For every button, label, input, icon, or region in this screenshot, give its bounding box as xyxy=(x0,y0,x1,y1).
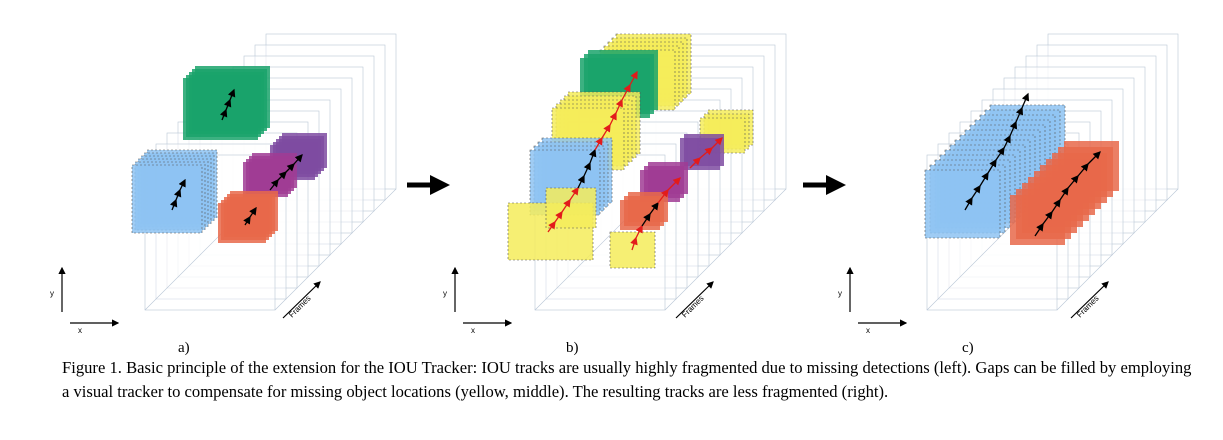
track-arrow xyxy=(173,188,182,201)
tracker-arrow xyxy=(630,236,638,251)
tracker-arrow xyxy=(629,70,638,86)
track-arrow xyxy=(1051,198,1061,213)
tracker-arrow xyxy=(657,188,669,204)
frames-axis-arrow xyxy=(1070,281,1109,319)
track-arrow xyxy=(979,171,989,187)
track-arrow xyxy=(987,158,997,174)
track-arrow xyxy=(243,215,251,226)
track-arrow xyxy=(277,171,287,181)
y-axis-label: y xyxy=(50,289,54,298)
track-arrow xyxy=(1009,120,1018,137)
tracker-arrow xyxy=(609,111,617,126)
panel-label-b: b) xyxy=(566,340,579,356)
frames-axis-label: Frames xyxy=(287,294,313,320)
track-arrow xyxy=(1003,134,1011,149)
frame-edge xyxy=(664,188,787,311)
panel-b: y x Frames xyxy=(443,33,787,335)
track-arrow xyxy=(1042,210,1053,225)
tracker-arrow xyxy=(699,147,713,159)
blue-box xyxy=(131,164,203,234)
track-arrow xyxy=(649,201,659,215)
tracker-arrow xyxy=(621,83,631,101)
yellow-box xyxy=(545,187,597,229)
track-arrow xyxy=(1059,186,1069,201)
track-arrow xyxy=(178,178,186,191)
figure-illustration: y x Frames y x Frames y x Frames xyxy=(50,33,1179,335)
tracker-arrow xyxy=(594,136,603,151)
orange-box xyxy=(620,200,660,230)
orange-box xyxy=(1010,195,1065,245)
y-axis-label: y xyxy=(838,289,842,298)
track-arrow xyxy=(641,212,651,227)
panel-label-a: a) xyxy=(178,340,190,356)
track-arrow xyxy=(995,146,1005,161)
tracker-arrow xyxy=(561,198,571,213)
frames-axis-arrow xyxy=(282,281,321,319)
tracker-arrow xyxy=(569,186,579,201)
frame-edge xyxy=(1056,188,1179,311)
track-arrow xyxy=(227,88,236,101)
track-arrow xyxy=(293,154,303,165)
track-arrow xyxy=(577,174,585,189)
tracker-arrow xyxy=(601,123,611,139)
y-axis-label: y xyxy=(443,289,447,298)
track-arrow xyxy=(249,206,257,218)
track-arrow xyxy=(1077,163,1089,177)
tracker-arrow xyxy=(667,177,681,191)
x-axis-label: x xyxy=(866,326,870,335)
track-arrow xyxy=(1015,106,1024,123)
tracker-arrow xyxy=(689,157,701,169)
tracker-arrow xyxy=(711,137,723,149)
figure-caption: Figure 1. Basic principle of the extensi… xyxy=(62,358,1192,401)
tracker-arrow xyxy=(547,220,556,233)
orange-box xyxy=(218,203,266,243)
x-axis-label: x xyxy=(78,326,82,335)
frames-axis-arrow xyxy=(675,281,714,319)
panel-c: y x Frames xyxy=(838,33,1179,335)
track-arrow xyxy=(1067,175,1079,189)
track-arrow xyxy=(964,196,973,211)
panel-a: y x Frames xyxy=(50,33,397,335)
track-arrow xyxy=(1021,92,1030,109)
track-arrow xyxy=(1034,222,1044,237)
panel-label-c: c) xyxy=(962,340,974,356)
tracker-arrow xyxy=(635,224,643,239)
frames-axis-label: Frames xyxy=(680,294,706,320)
track-arrow xyxy=(971,184,981,199)
blue-box xyxy=(924,169,1001,239)
frame-edge xyxy=(274,188,397,311)
tracker-arrow xyxy=(615,98,623,114)
track-arrow xyxy=(219,108,228,121)
track-arrow xyxy=(285,163,295,173)
x-axis-label: x xyxy=(471,326,475,335)
tracker-arrow xyxy=(554,210,563,223)
green-box xyxy=(183,78,258,140)
track-arrow xyxy=(169,198,178,211)
track-arrow xyxy=(1087,151,1101,165)
track-arrow xyxy=(589,148,597,164)
track-arrow xyxy=(583,161,591,177)
track-arrow xyxy=(269,178,279,191)
frames-axis-label: Frames xyxy=(1075,294,1101,320)
track-arrow xyxy=(223,98,232,111)
